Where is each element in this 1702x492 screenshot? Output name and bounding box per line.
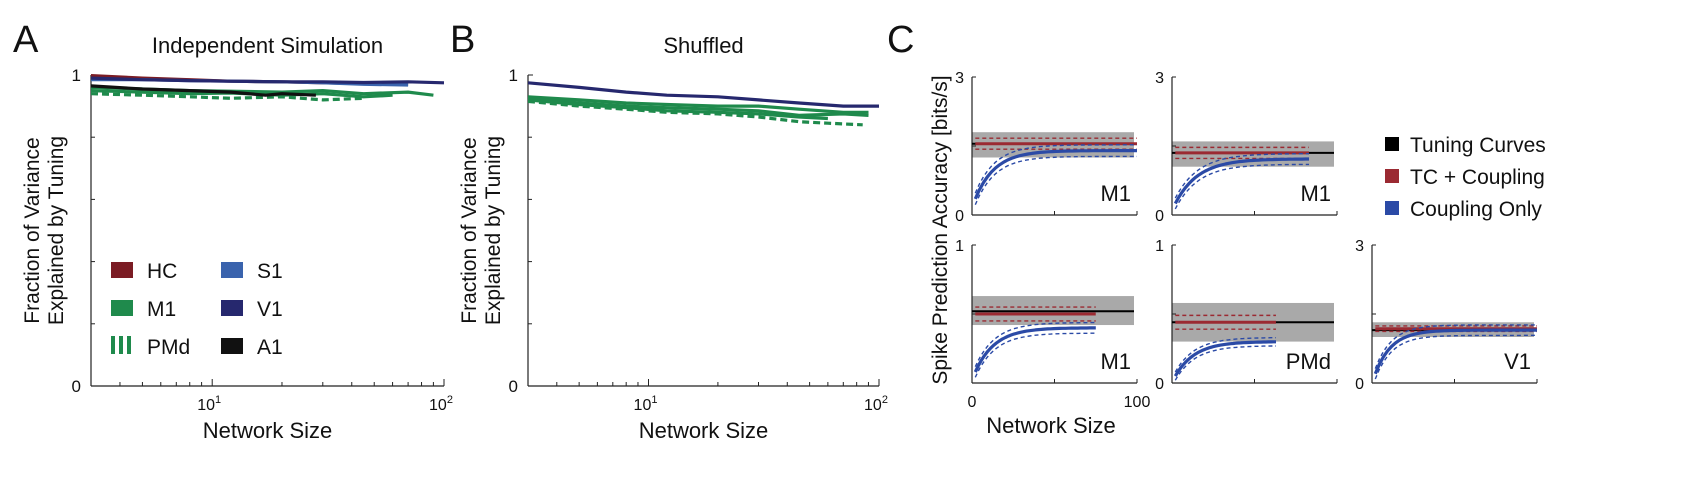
y-tick-label: 0	[72, 377, 81, 396]
y-tick-label: 1	[72, 66, 81, 85]
y-tick-label: 3	[955, 70, 964, 87]
y-tick-label: 3	[1355, 238, 1364, 255]
legend-label: PMd	[147, 336, 190, 359]
x-tick-label: 0	[968, 394, 977, 411]
y-tick-label: 0	[509, 377, 518, 396]
subplot: 0 3 M1	[955, 70, 1138, 225]
coupling-ci-line	[1174, 345, 1276, 381]
y-axis-label: Fraction of Variance	[458, 137, 481, 323]
coupling-ci-line	[1374, 324, 1537, 369]
panel-letter: A	[13, 19, 39, 61]
x-axis-label: Network Size	[986, 413, 1116, 438]
x-axis-label: Network Size	[639, 418, 769, 443]
coupling-line	[1173, 157, 1309, 205]
chart-title: Independent Simulation	[152, 33, 383, 58]
panel-letter: C	[887, 19, 914, 61]
coupling-line	[973, 149, 1137, 200]
legend-swatch	[221, 338, 243, 354]
y-tick-label: 0	[1155, 376, 1164, 393]
y-tick-label: 0	[1155, 208, 1164, 225]
series-line	[527, 81, 879, 108]
x-tick-exponent: 2	[447, 394, 453, 406]
x-axis-label: Network Size	[203, 418, 333, 443]
legend-label: Coupling Only	[1410, 198, 1542, 221]
x-tick-label: 101	[634, 394, 658, 414]
legend-swatch	[221, 262, 243, 278]
legend-label: S1	[257, 260, 283, 283]
subplot: 1 0 100 M1	[955, 238, 1150, 411]
legend-label: TC + Coupling	[1410, 166, 1545, 189]
coupling-ci-line	[974, 321, 1096, 368]
chart-title: Shuffled	[663, 33, 743, 58]
y-tick-label: 1	[1155, 238, 1164, 255]
legend-swatch	[111, 336, 115, 354]
y-tick-label: 1	[955, 238, 964, 255]
subplot-label: M1	[1100, 181, 1131, 206]
coupling-ci-line	[1174, 163, 1309, 210]
x-tick-label: 102	[429, 394, 453, 414]
x-tick-exponent: 1	[651, 394, 657, 406]
legend-label: M1	[147, 298, 176, 321]
legend-swatch	[111, 300, 133, 316]
legend-swatch	[119, 336, 123, 354]
legend-label: V1	[257, 298, 283, 321]
y-axis-label: Spike Prediction Accuracy [bits/s]	[929, 75, 952, 384]
coupling-line	[1373, 328, 1537, 375]
panel-letter: B	[450, 19, 475, 61]
series-line	[527, 95, 869, 114]
subplot-label: PMd	[1286, 349, 1331, 374]
subplot: 0 3 V1	[1355, 238, 1538, 393]
series-line	[90, 76, 445, 85]
legend-label: A1	[257, 336, 283, 359]
subplot-label: M1	[1100, 349, 1131, 374]
y-tick-label: 0	[1355, 376, 1364, 393]
y-tick-label: 1	[509, 66, 518, 85]
series-line	[90, 84, 316, 97]
subplot-label: M1	[1300, 181, 1331, 206]
x-tick-exponent: 2	[882, 394, 888, 406]
subplot: 0 1 PMd	[1155, 238, 1338, 393]
y-axis-label: Explained by Tuning	[45, 136, 68, 325]
y-tick-label: 0	[955, 208, 964, 225]
subplot-label: V1	[1504, 349, 1531, 374]
y-tick-label: 3	[1155, 70, 1164, 87]
coupling-ci-line	[974, 332, 1096, 378]
legend-swatch	[127, 336, 131, 354]
coupling-ci-line	[974, 144, 1137, 194]
legend-swatch	[1385, 201, 1399, 215]
y-axis-label: Fraction of Variance	[21, 137, 44, 323]
legend-label: HC	[147, 260, 177, 283]
coupling-line	[973, 326, 1096, 373]
series-line	[90, 92, 364, 102]
x-tick-label: 100	[1124, 394, 1151, 411]
y-axis-label: Explained by Tuning	[482, 136, 505, 325]
x-tick-exponent: 1	[215, 394, 221, 406]
x-tick-label: 101	[197, 394, 221, 414]
coupling-ci-line	[974, 155, 1137, 205]
series-line	[527, 99, 863, 127]
legend-swatch	[221, 300, 243, 316]
coupling-ci-line	[1374, 334, 1537, 380]
coupling-line	[1173, 340, 1276, 377]
legend-swatch	[1385, 137, 1399, 151]
legend-swatch	[111, 262, 133, 278]
subplot: 0 3 M1	[1155, 70, 1338, 225]
x-tick-label: 102	[864, 394, 888, 414]
legend-label: Tuning Curves	[1410, 134, 1546, 157]
legend-swatch	[1385, 169, 1399, 183]
coupling-ci-line	[1174, 152, 1309, 199]
